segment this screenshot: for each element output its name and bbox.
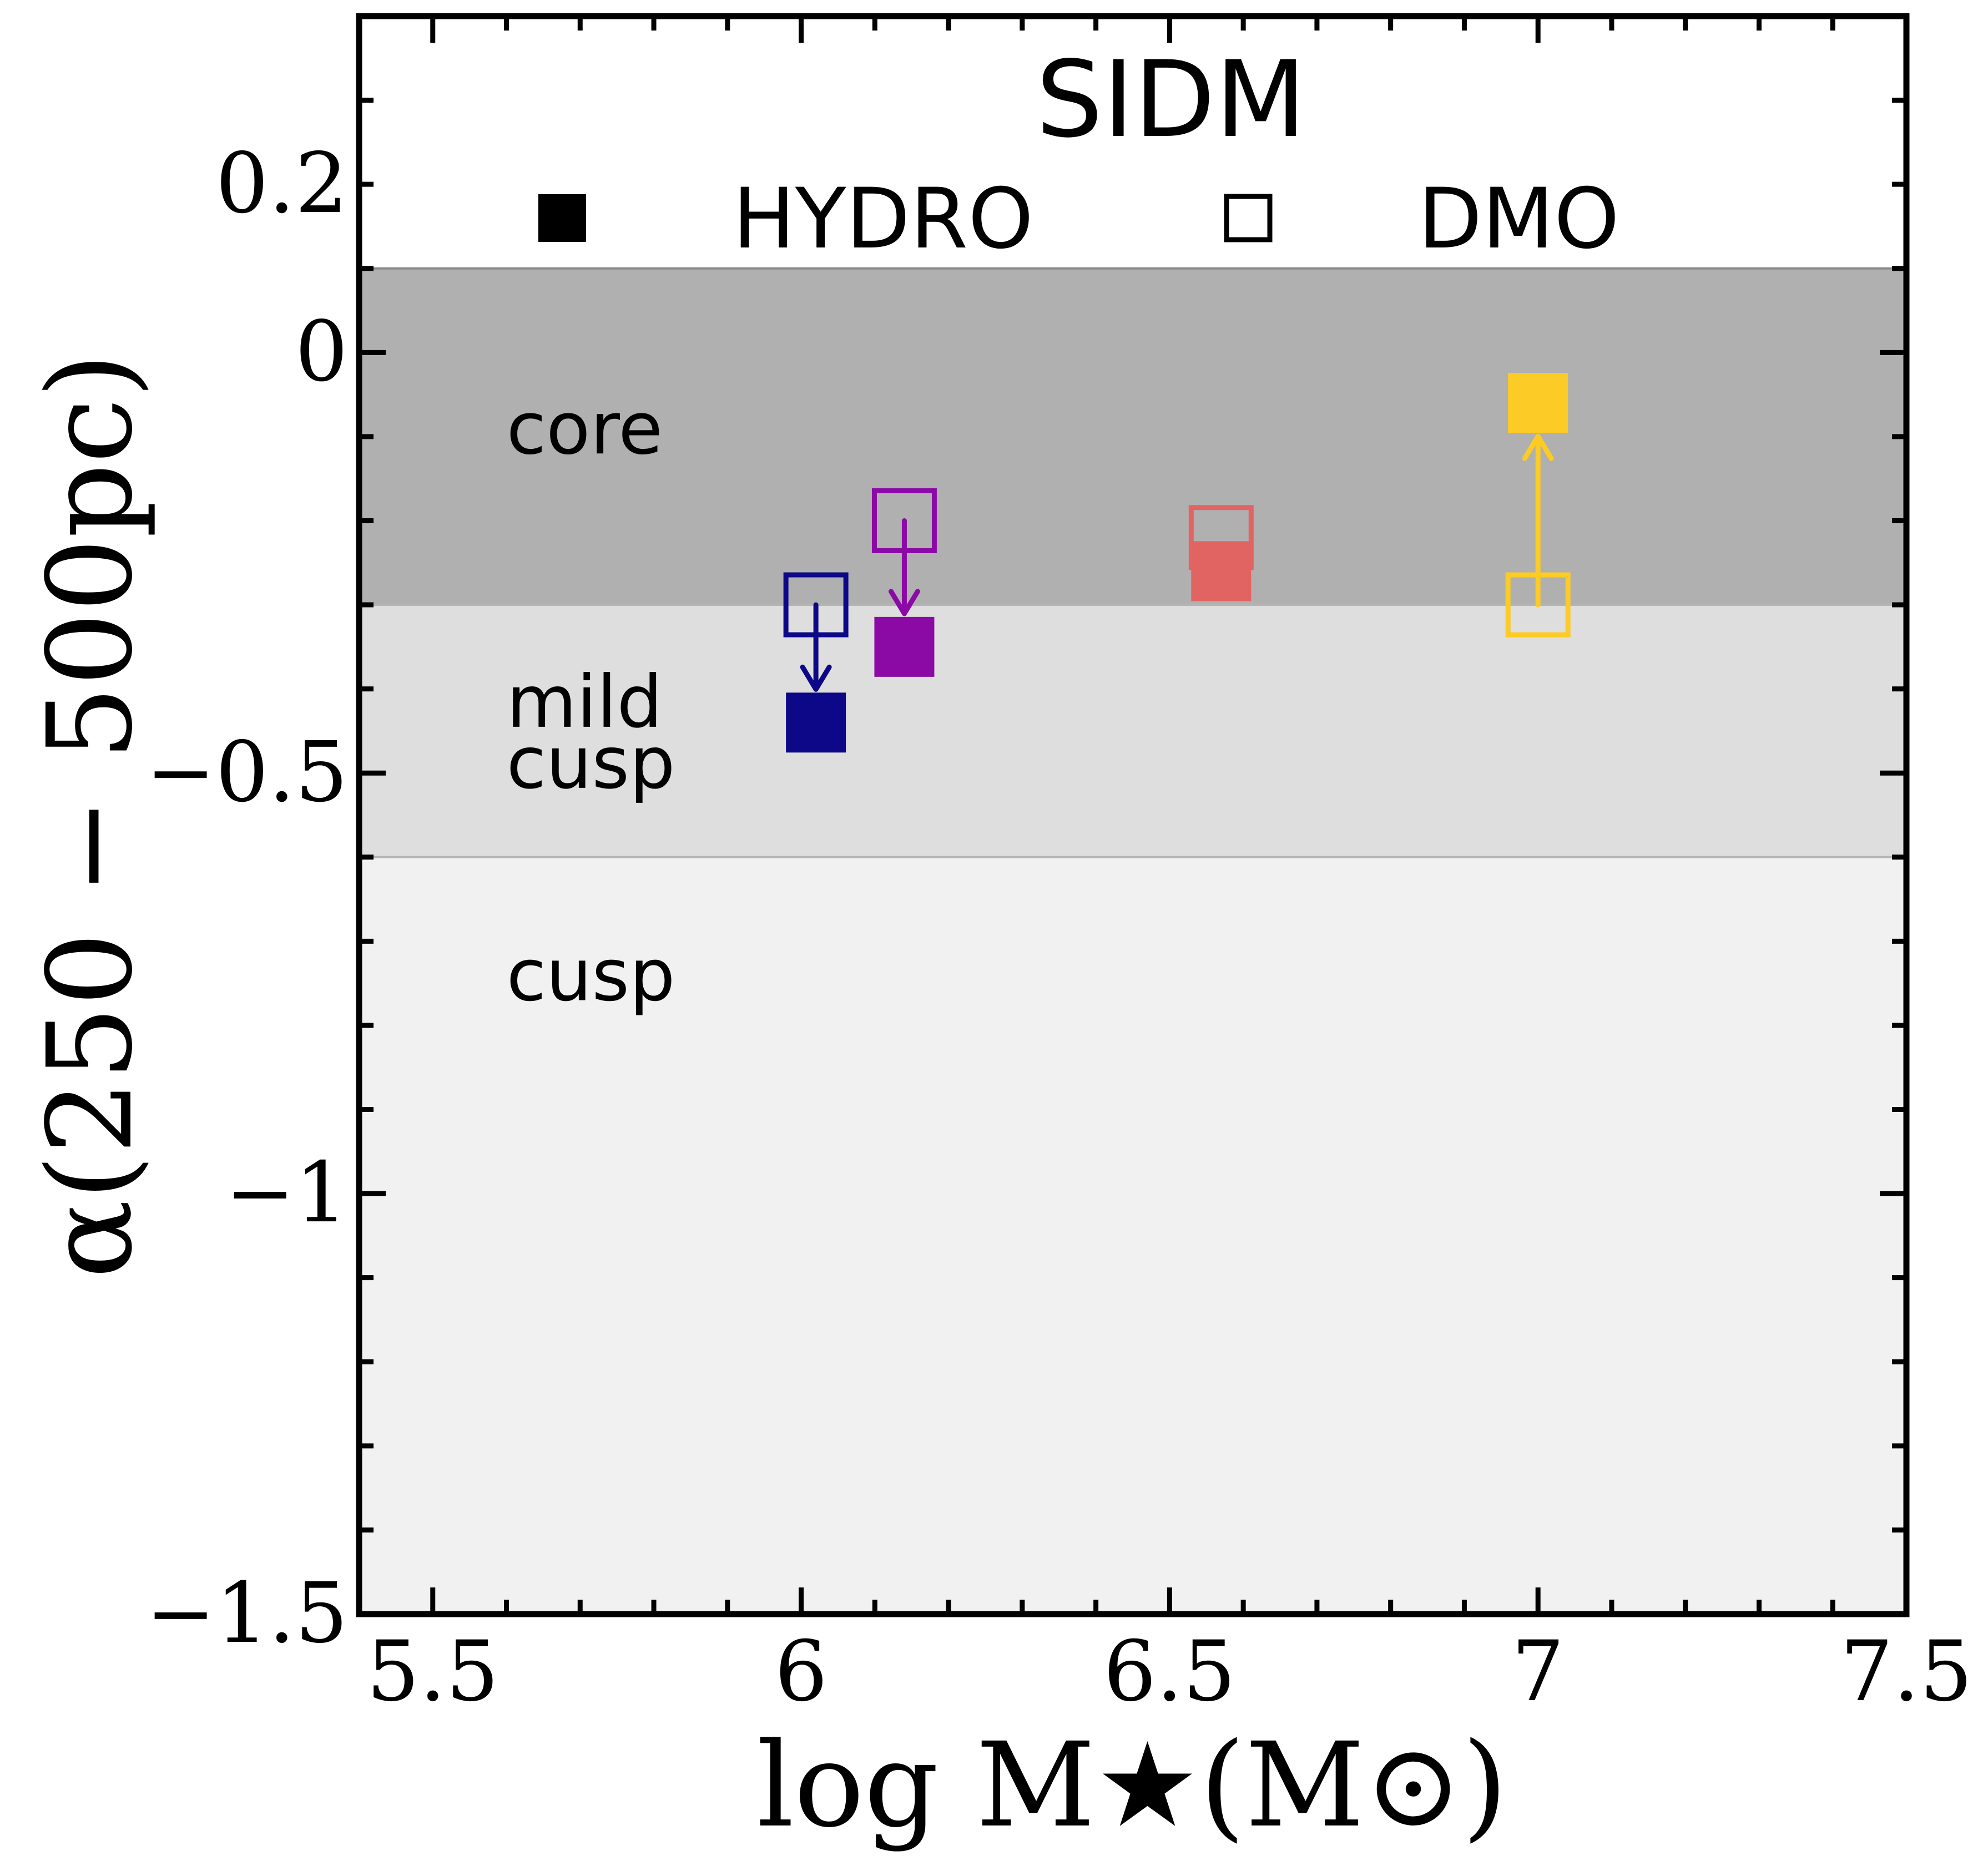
x-tick-label: 5.5: [366, 1624, 499, 1720]
dmo-marker-1: [783, 572, 849, 638]
x-tick-label: 6.5: [1103, 1624, 1236, 1720]
dmo-marker-4: [1505, 572, 1571, 638]
x-tick-label: 6: [775, 1624, 828, 1720]
band-label-0-0: core: [507, 386, 663, 471]
hydro-marker-3: [1191, 541, 1252, 601]
legend-hydro-marker: [538, 194, 586, 242]
y-tick-label: 0: [295, 304, 348, 400]
hydro-marker-1: [786, 692, 846, 753]
arrow-head-2: [888, 589, 920, 616]
hydro-marker-4: [1508, 373, 1568, 433]
band-1: [359, 605, 1906, 857]
y-tick-label: −1.5: [146, 1565, 348, 1662]
y-tick-label: −1: [225, 1145, 348, 1241]
data-markers: [783, 373, 1571, 753]
x-tick-label: 7.5: [1840, 1624, 1973, 1720]
legend-hydro-label: HYDRO: [733, 171, 1033, 267]
x-tick-label: 7: [1511, 1624, 1564, 1720]
legend-dmo-label: DMO: [1418, 171, 1619, 267]
hydro-marker-2: [874, 616, 935, 677]
chart-title: SIDM: [1036, 38, 1306, 161]
band-2: [359, 857, 1906, 1614]
band-boundaries: [359, 267, 1906, 858]
dmo-marker-2: [871, 488, 937, 553]
band-label-2-0: cusp: [507, 933, 675, 1017]
x-axis-label: log M★(M⊙): [757, 1717, 1508, 1853]
y-tick-label: −0.5: [146, 724, 348, 821]
y-tick-label: 0.2: [215, 135, 348, 232]
legend-dmo-marker: [1224, 194, 1273, 242]
band-label-1-1: cusp: [507, 721, 675, 805]
band-0: [359, 268, 1906, 605]
legend: HYDRO DMO: [538, 171, 1619, 267]
tick-labels: 5.5 6 6.5 7 7.5 0.2 0 −0.5 −1 −1.5: [146, 135, 1973, 1720]
arrow-head-4: [1522, 433, 1554, 461]
arrow-head-1: [800, 664, 832, 692]
plot-frame: [356, 13, 1910, 1617]
background-bands: [359, 268, 1906, 1614]
band-label-1-0: mild: [507, 660, 663, 744]
y-axis-label: α(250 − 500pc): [22, 353, 158, 1279]
